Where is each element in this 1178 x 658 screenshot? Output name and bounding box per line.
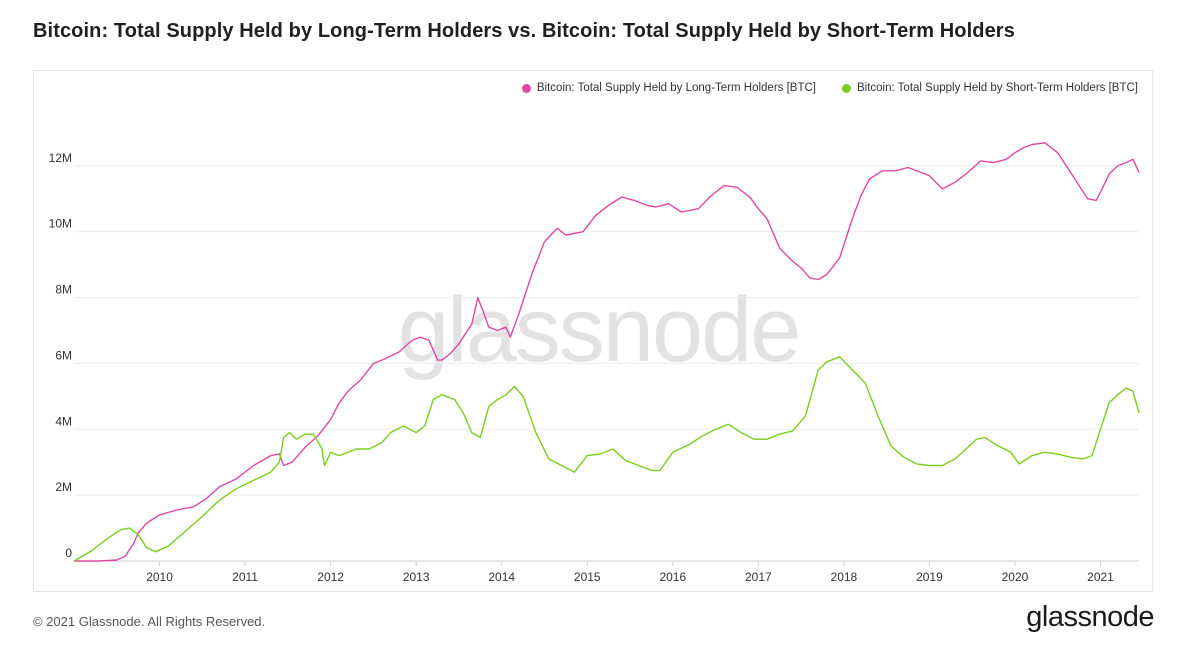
- y-tick-label: 4M: [55, 414, 72, 428]
- brand-logo[interactable]: glassnode: [1026, 601, 1154, 633]
- y-tick-label: 2M: [55, 480, 72, 494]
- copyright: © 2021 Glassnode. All Rights Reserved.: [33, 614, 266, 629]
- x-tick-label: 2020: [1002, 570, 1029, 584]
- chart-panel: Bitcoin: Total Supply Held by Long-Term …: [33, 70, 1153, 592]
- x-tick-label: 2012: [317, 570, 344, 584]
- legend-sth-label: Bitcoin: Total Supply Held by Short-Term…: [856, 82, 1138, 94]
- x-tick-label: 2010: [146, 570, 173, 584]
- legend-lth-marker: [521, 83, 531, 93]
- y-axis-ticks: 0 2M 4M 6M 8M 10M 12M: [49, 151, 73, 560]
- series-lines: [73, 142, 1140, 562]
- x-tick-label: 2019: [916, 570, 943, 584]
- series-line-long-term-holders[interactable]: [74, 142, 1140, 562]
- y-tick-label: 10M: [49, 217, 72, 231]
- y-tick-label: 8M: [55, 283, 72, 297]
- legend-lth-label: Bitcoin: Total Supply Held by Long-Term …: [536, 82, 816, 94]
- x-tick-label: 2017: [745, 570, 772, 584]
- x-tick-label: 2016: [659, 570, 686, 584]
- legend-item-lth[interactable]: Bitcoin: Total Supply Held by Long-Term …: [521, 82, 816, 94]
- chart-title: Bitcoin: Total Supply Held by Long-Term …: [33, 20, 1015, 42]
- legend: Bitcoin: Total Supply Held by Long-Term …: [521, 82, 1138, 94]
- legend-item-sth[interactable]: Bitcoin: Total Supply Held by Short-Term…: [841, 82, 1138, 94]
- grid-lines: [74, 165, 1139, 562]
- x-tick-label: 2021: [1087, 570, 1114, 584]
- legend-sth-marker: [841, 83, 851, 93]
- y-tick-label: 0: [65, 546, 72, 560]
- y-tick-label: 12M: [49, 151, 72, 165]
- x-tick-label: 2011: [232, 570, 258, 584]
- x-tick-label: 2013: [403, 570, 430, 584]
- x-tick-label: 2018: [831, 570, 858, 584]
- x-tick-label: 2015: [574, 570, 601, 584]
- x-axis-ticks: 2010 2011 2012 2013 2014 2015 2016 2017 2018 2019…: [146, 561, 1114, 584]
- series-line-short-term-holders[interactable]: [73, 356, 1140, 562]
- y-tick-label: 6M: [55, 348, 72, 362]
- x-tick-label: 2014: [488, 570, 515, 584]
